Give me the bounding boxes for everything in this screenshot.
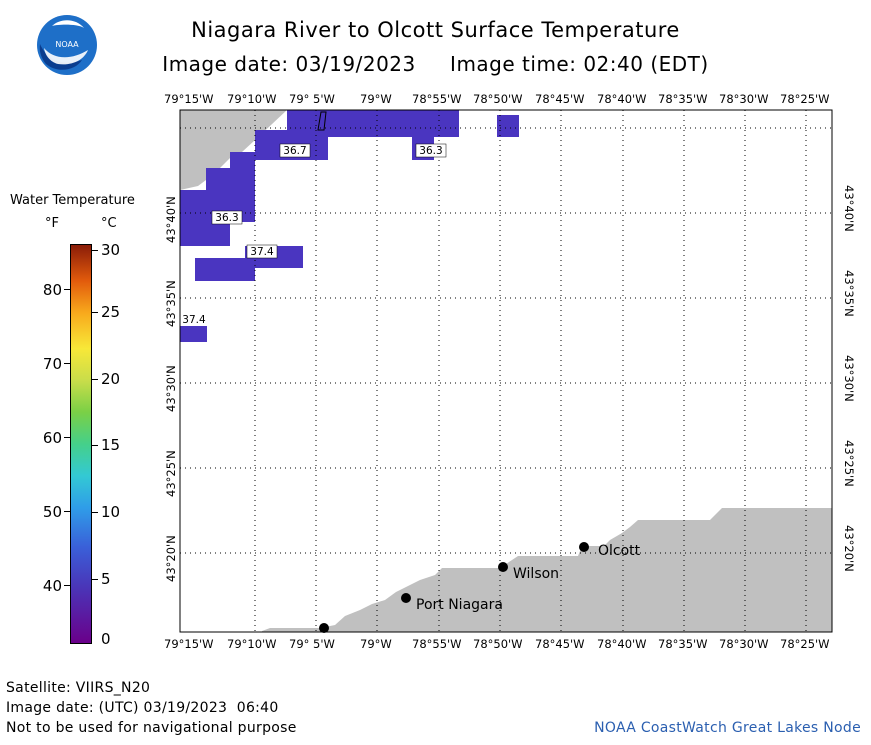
legend-tickmark [64, 585, 70, 586]
legend-c-tick: 30 [101, 241, 121, 259]
lat-label-left: 43°20'N [164, 535, 178, 582]
lon-label-top: 79°10'W [227, 92, 277, 106]
legend-tickmark [92, 579, 98, 580]
legend-tickmark [92, 312, 98, 313]
lon-label-bottom: 78°55'W [412, 637, 462, 651]
legend-c-tick: 10 [101, 503, 121, 521]
lon-label-top: 79° 5'W [289, 92, 335, 106]
disclaimer: Not to be used for navigational purpose [6, 720, 297, 736]
credit-text: NOAA CoastWatch Great Lakes Node [594, 720, 861, 736]
noaa-logo-text: NOAA [55, 40, 79, 49]
noaa-logo: NOAA [37, 15, 97, 75]
legend-c-tick: 15 [101, 436, 121, 454]
lat-lon-grid [180, 110, 832, 632]
lat-label-left: 43°40'N [164, 196, 178, 243]
place-dot-port-niagara [401, 593, 411, 603]
lon-label-bottom: 78°25'W [780, 637, 830, 651]
lon-label-bottom: 78°30'W [719, 637, 769, 651]
temp-pixel-block [230, 152, 255, 222]
lon-label-top: 78°45'W [535, 92, 585, 106]
temp-label: 36.3 [215, 212, 238, 224]
temp-label-box [415, 143, 447, 158]
legend-f-tick: 60 [42, 429, 62, 447]
temp-pixel-block [195, 258, 255, 281]
temp-label-box [211, 210, 243, 225]
lat-label-right: 43°40'N [842, 185, 856, 232]
lat-label-right: 43°30'N [842, 355, 856, 402]
color-scale-bar [70, 244, 92, 644]
legend-tickmark [92, 379, 98, 380]
lon-label-bottom: 79° 5'W [289, 637, 335, 651]
place-label-wilson: Wilson [513, 566, 559, 582]
legend-tickmark [92, 512, 98, 513]
temp-label: 36.3 [419, 145, 442, 157]
temp-pixel-block [180, 326, 207, 342]
legend-c-tick: 0 [101, 630, 111, 648]
legend-c-tick: 20 [101, 370, 121, 388]
satellite-info: Satellite: VIIRS_N20 [6, 680, 151, 696]
place-dot-olcott [579, 542, 589, 552]
legend-f-tick: 50 [42, 503, 62, 521]
lon-label-bottom: 79°10'W [227, 637, 277, 651]
temp-label: 37.4 [182, 314, 206, 326]
legend-f-tick: 80 [42, 281, 62, 299]
place-dot-wilson [498, 562, 508, 572]
legend-tickmark [64, 511, 70, 512]
lon-label-bottom: 78°45'W [535, 637, 585, 651]
legend-c-tick: 5 [101, 570, 111, 588]
legend-tickmark [64, 363, 70, 364]
lon-label-top: 78°35'W [658, 92, 708, 106]
lon-label-top: 78°55'W [412, 92, 462, 106]
map-title: Niagara River to Olcott Surface Temperat… [191, 18, 680, 42]
lat-label-left: 43°30'N [164, 365, 178, 412]
lat-label-left: 43°25'N [164, 450, 178, 497]
legend-tickmark [64, 437, 70, 438]
lon-label-top: 78°30'W [719, 92, 769, 106]
lat-label-left: 43°35'N [164, 280, 178, 327]
lon-label-bottom: 78°35'W [658, 637, 708, 651]
river-mark [317, 111, 327, 131]
legend-tickmark [64, 289, 70, 290]
lat-label-right: 43°25'N [842, 440, 856, 487]
lon-label-bottom: 78°50'W [473, 637, 523, 651]
legend-c-tick: 25 [101, 303, 121, 321]
legend-f-tick: 40 [42, 577, 62, 595]
lon-label-top: 78°50'W [473, 92, 523, 106]
lon-label-top: 79°15'W [164, 92, 214, 106]
temp-pixel-block [497, 115, 519, 137]
lon-label-top: 79°W [360, 92, 392, 106]
water-temperature-pixels [180, 110, 519, 342]
legend-tickmark [92, 445, 98, 446]
legend-tickmark [92, 250, 98, 251]
temp-label-box [279, 143, 311, 158]
temp-label: 37.4 [250, 246, 274, 258]
lat-label-right: 43°20'N [842, 525, 856, 572]
place-label-port-niagara: Port Niagara [416, 597, 503, 613]
temp-label-box [246, 244, 278, 259]
lon-label-top: 78°40'W [597, 92, 647, 106]
legend-title: Water Temperature [10, 193, 135, 208]
legend-f-tick: 70 [42, 355, 62, 373]
place-markers: Olcott Wilson Port Niagara [319, 542, 641, 633]
map-frame [179, 109, 833, 633]
lon-label-top: 78°25'W [780, 92, 830, 106]
utc-date-info: Image date: (UTC) 03/19/2023 06:40 [6, 700, 279, 716]
legend-unit-fahrenheit: °F [45, 216, 59, 231]
temperature-labels: 36.7 36.3 36.3 37.4 37.4 [180, 143, 447, 326]
lon-label-bottom: 78°40'W [597, 637, 647, 651]
lon-label-bottom: 79°15'W [164, 637, 214, 651]
place-label-olcott: Olcott [598, 543, 641, 559]
lat-label-right: 43°35'N [842, 270, 856, 317]
legend-unit-celsius: °C [101, 216, 117, 231]
temp-label-box [180, 312, 208, 325]
place-dot-unnamed [319, 623, 329, 633]
image-date-line: Image date: 03/19/2023 Image time: 02:40… [162, 52, 709, 76]
temp-label: 36.7 [283, 145, 306, 157]
lon-label-bottom: 79°W [360, 637, 392, 651]
